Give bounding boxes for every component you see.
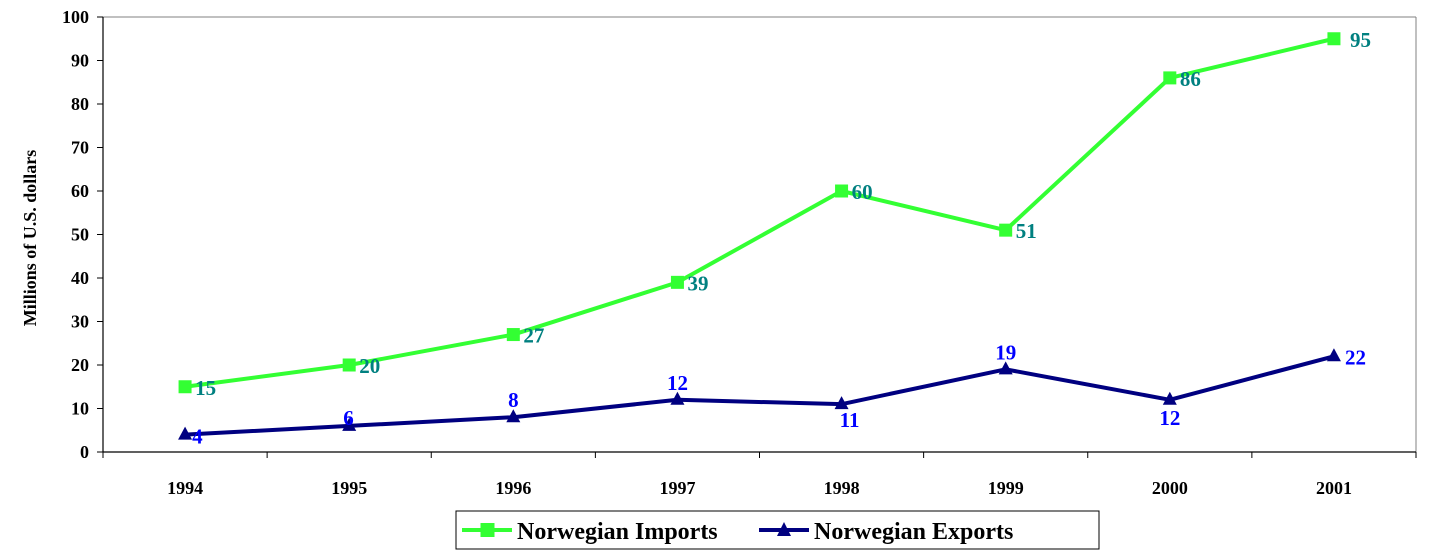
y-tick-label: 0 — [80, 442, 89, 462]
x-tick-label: 1997 — [659, 478, 695, 498]
y-axis-title: Millions of U.S. dollars — [20, 150, 40, 327]
data-point-marker — [999, 223, 1013, 237]
data-label: 15 — [195, 376, 216, 400]
data-point-marker — [998, 361, 1013, 375]
y-tick-label: 90 — [71, 51, 89, 71]
data-label: 12 — [667, 371, 688, 395]
data-point-marker — [1163, 71, 1177, 85]
data-label: 22 — [1345, 345, 1366, 369]
data-point-marker — [835, 184, 849, 198]
series-0-labels: 15 20 27 39 60 51 86 95 — [195, 28, 1371, 400]
data-label: 12 — [1159, 406, 1180, 430]
legend-swatch-marker — [480, 523, 495, 537]
data-label: 27 — [523, 324, 544, 348]
data-point-marker — [342, 417, 357, 431]
legend-label: Norwegian Imports — [517, 519, 718, 545]
y-tick-label: 60 — [71, 181, 89, 201]
data-point-marker — [506, 328, 520, 342]
y-tick-label: 50 — [71, 225, 89, 245]
series-1 — [178, 348, 1341, 440]
x-tick-label: 2000 — [1152, 478, 1188, 498]
data-point-marker — [506, 409, 521, 423]
x-tick-label: 1998 — [824, 478, 860, 498]
data-label: 51 — [1016, 219, 1037, 243]
legend-swatch-marker — [777, 522, 791, 536]
series-0 — [178, 32, 1341, 394]
data-point-marker — [178, 426, 193, 440]
x-tick-label: 1994 — [167, 478, 203, 498]
series-line — [184, 354, 1335, 437]
data-point-marker — [1327, 32, 1341, 46]
series-line — [184, 36, 1335, 389]
x-tick-label: 1996 — [495, 478, 531, 498]
data-label: 39 — [687, 271, 708, 295]
legend: Norwegian Imports Norwegian Exports — [455, 510, 1100, 550]
y-tick-label: 10 — [71, 399, 89, 419]
y-tick-label: 100 — [62, 7, 89, 27]
data-point-marker — [1326, 348, 1341, 362]
legend-label: Norwegian Exports — [814, 519, 1013, 545]
y-tick-label: 30 — [71, 312, 89, 332]
data-point-marker — [670, 275, 684, 289]
data-label: 6 — [343, 406, 354, 430]
x-tick-label: 1999 — [988, 478, 1024, 498]
x-tick-label: 2001 — [1316, 478, 1352, 498]
data-label: 8 — [508, 388, 519, 412]
series-layer: 15 20 27 39 60 51 86 95 4 6 8 12 11 19 12 22 — [178, 28, 1371, 449]
data-label: 60 — [852, 180, 873, 204]
data-label: 95 — [1350, 28, 1371, 52]
data-point-marker — [342, 358, 356, 372]
x-tick-label: 1995 — [331, 478, 367, 498]
data-point-marker — [670, 391, 685, 405]
data-label: 4 — [192, 425, 203, 449]
series-1-labels: 4 6 8 12 11 19 12 22 — [192, 340, 1366, 448]
data-label: 11 — [840, 408, 860, 432]
data-point-marker — [178, 380, 192, 394]
data-point-marker — [1162, 391, 1177, 405]
data-label: 19 — [995, 340, 1016, 364]
data-label: 86 — [1180, 67, 1201, 91]
y-tick-label: 70 — [71, 138, 89, 158]
y-tick-label: 80 — [71, 94, 89, 114]
y-tick-label: 20 — [71, 355, 89, 375]
y-tick-label: 40 — [71, 268, 89, 288]
data-label: 20 — [359, 354, 380, 378]
data-point-marker — [834, 396, 849, 410]
